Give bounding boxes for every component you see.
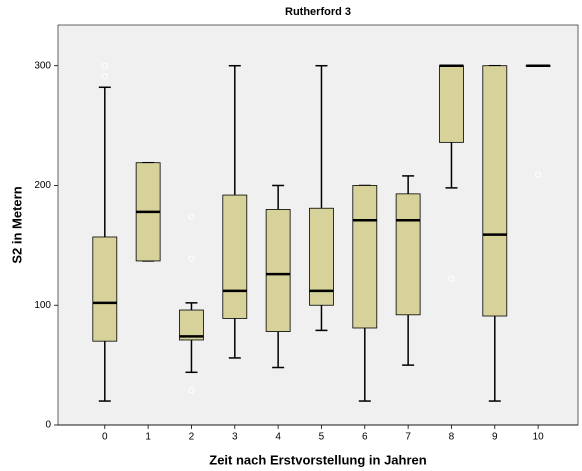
- box: [179, 309, 204, 341]
- outlier: [188, 387, 195, 394]
- x-tick-label: 2: [189, 432, 195, 443]
- y-tick-label: 100: [34, 300, 51, 311]
- x-tick-label: 8: [449, 432, 455, 443]
- outlier: [535, 171, 542, 178]
- box: [395, 193, 421, 316]
- x-tick-label: 0: [102, 432, 108, 443]
- box: [265, 209, 291, 332]
- box: [309, 207, 334, 306]
- y-tick-label: 0: [45, 420, 51, 431]
- x-axis-label: Zeit nach Erstvorstellung in Jahren: [209, 452, 426, 467]
- x-tick-label: 1: [145, 432, 151, 443]
- outlier: [448, 275, 455, 282]
- y-axis-label: S2 in Metern: [9, 186, 24, 263]
- x-tick-label: 3: [232, 432, 238, 443]
- outlier: [188, 213, 195, 220]
- box: [482, 65, 508, 317]
- y-tick-label: 200: [34, 180, 51, 191]
- y-tick-label: 300: [34, 60, 51, 71]
- box: [352, 185, 378, 329]
- outlier: [188, 255, 195, 262]
- box: [439, 65, 464, 143]
- x-tick-label: 4: [275, 432, 281, 443]
- chart-title: Rutherford 3: [285, 6, 351, 18]
- outlier: [101, 73, 108, 80]
- x-tick-label: 7: [405, 432, 411, 443]
- box: [222, 194, 248, 319]
- x-tick-label: 5: [319, 432, 325, 443]
- outlier: [101, 62, 108, 69]
- x-tick-label: 6: [362, 432, 368, 443]
- x-tick-label: 9: [492, 432, 498, 443]
- x-tick-label: 10: [533, 432, 545, 443]
- box: [92, 236, 118, 342]
